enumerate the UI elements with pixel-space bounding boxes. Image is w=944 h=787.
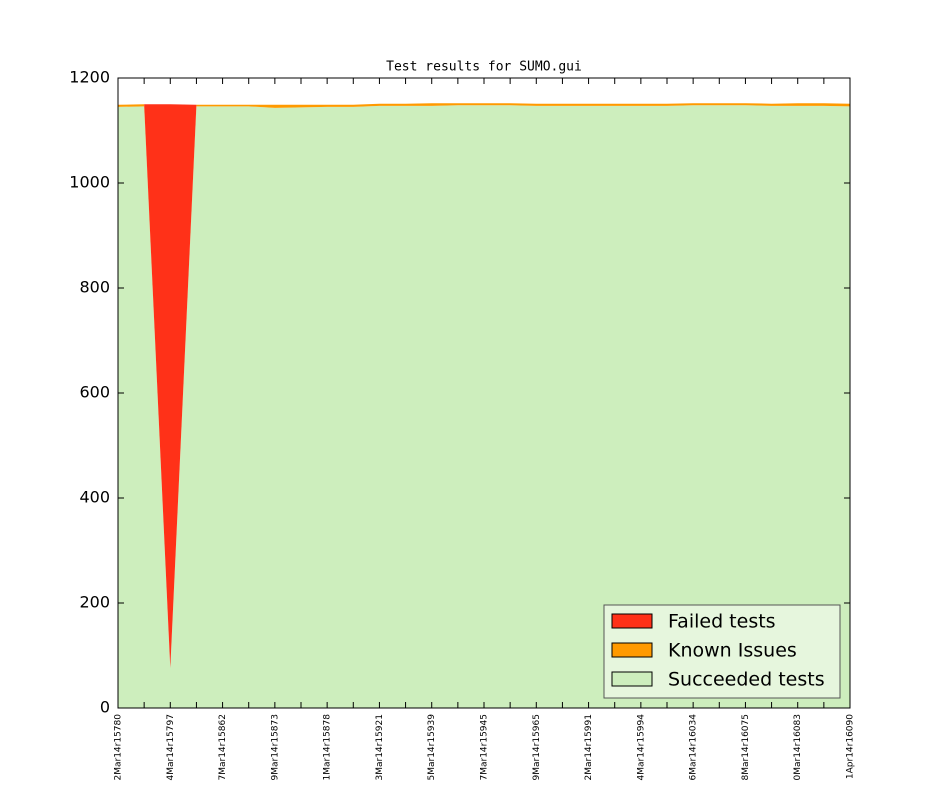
area (118, 105, 850, 709)
legend-swatch (611, 642, 653, 658)
x-tick-label: 3Mar14r15921 (375, 714, 385, 781)
x-tick-label: 4Mar14r15994 (636, 714, 646, 781)
legend: Failed tests Known Issues Succeeded tests (603, 604, 841, 699)
legend-label: Known Issues (668, 640, 797, 662)
x-tick-label: 4Mar14r15797 (166, 714, 176, 781)
y-tick-label: 400 (79, 488, 110, 507)
x-tick-label: 9Mar14r15873 (270, 714, 280, 781)
x-tick-label: 1Mar14r15878 (323, 714, 333, 781)
x-tick-label: 1Apr14r16090 (846, 714, 856, 779)
legend-label: Failed tests (668, 611, 776, 633)
y-tick-label: 1200 (69, 68, 110, 87)
x-tick-label: 2Mar14r15780 (114, 714, 124, 781)
y-tick-label: 800 (79, 278, 110, 297)
x-tick-label: 0Mar14r16083 (793, 714, 803, 781)
x-tick-label: 7Mar14r15862 (218, 714, 228, 781)
legend-swatch (611, 613, 653, 629)
x-tick-label: 7Mar14r15945 (480, 714, 490, 781)
x-tick-label: 2Mar14r15991 (584, 714, 594, 781)
y-tick-label: 0 (100, 698, 110, 717)
legend-swatch (611, 671, 653, 687)
y-tick-label: 600 (79, 383, 110, 402)
y-tick-label: 200 (79, 593, 110, 612)
x-tick-label: 6Mar14r16034 (689, 714, 699, 781)
legend-label: Succeeded tests (668, 669, 825, 691)
x-tick-label: 8Mar14r16075 (741, 714, 751, 781)
y-tick-label: 1000 (69, 173, 110, 192)
x-tick-label: 9Mar14r15965 (532, 714, 542, 781)
area (118, 103, 850, 669)
chart-title: Test results for SUMO.gui (386, 60, 582, 75)
x-tick-label: 5Mar14r15939 (427, 714, 437, 781)
